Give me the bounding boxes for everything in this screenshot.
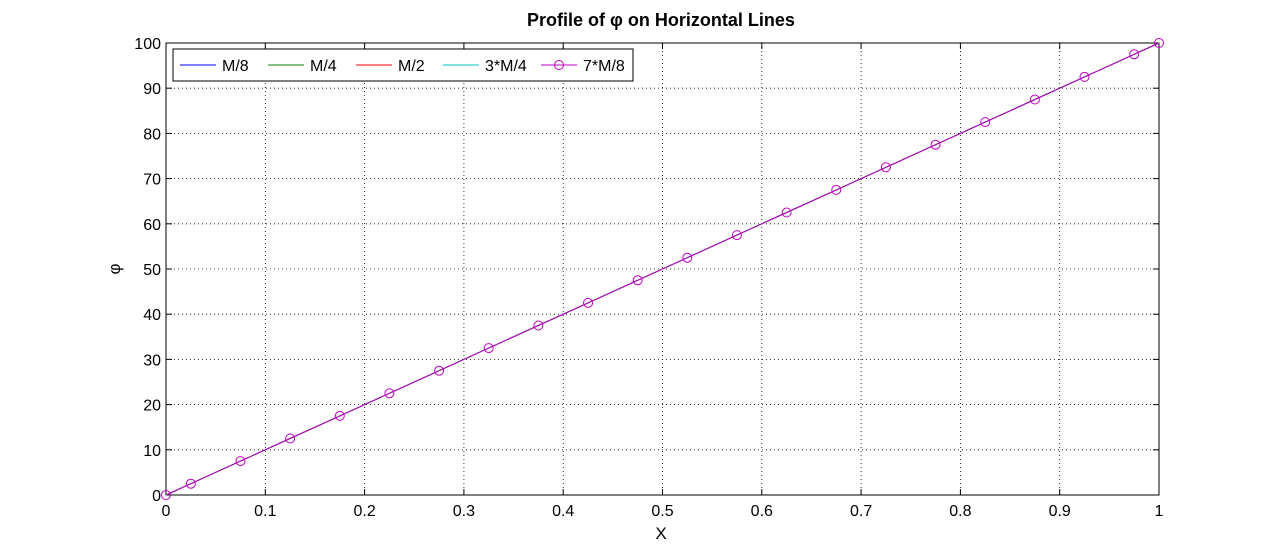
x-tick-label: 0 <box>162 503 171 520</box>
legend-label-3-m-4: 3*M/4 <box>485 58 527 75</box>
data-point <box>731 230 742 241</box>
x-tick-label: 0.6 <box>751 503 773 520</box>
data-point <box>781 207 792 218</box>
legend-marker <box>554 60 564 70</box>
x-tick-label: 0.2 <box>353 503 375 520</box>
data-point <box>831 184 842 195</box>
legend: M/8 M/4 M/2 3*M/4 7*M/8 <box>172 48 634 82</box>
data-point <box>384 388 395 399</box>
x-tick-label: 0.1 <box>254 503 276 520</box>
data-point <box>235 456 246 467</box>
data-point <box>1129 49 1140 60</box>
y-tick-label: 80 <box>143 126 161 143</box>
data-point <box>533 320 544 331</box>
legend-label-m-8: M/8 <box>222 58 249 75</box>
data-point <box>334 410 345 421</box>
data-point <box>632 275 643 286</box>
data-point <box>682 252 693 263</box>
data-point <box>185 478 196 489</box>
x-axis-label: X <box>655 524 666 543</box>
data-point <box>880 162 891 173</box>
data-point <box>1154 38 1164 48</box>
y-tick-label: 0 <box>152 488 161 505</box>
y-tick-label: 70 <box>143 172 161 189</box>
y-tick-label: 100 <box>134 36 161 53</box>
y-tick-label: 20 <box>143 398 161 415</box>
series-line-7-m-8 <box>165 42 1160 496</box>
data-point <box>161 490 171 500</box>
y-axis-label: φ <box>105 263 124 274</box>
data-point <box>980 117 991 128</box>
legend-label-m-4: M/4 <box>310 58 337 75</box>
x-tick-label: 0.9 <box>1049 503 1071 520</box>
y-tick-label: 10 <box>143 443 161 460</box>
x-tick-label: 0.8 <box>949 503 971 520</box>
data-point <box>285 433 296 444</box>
data-point <box>434 365 445 376</box>
y-tick-label: 30 <box>143 352 161 369</box>
legend-label-7-m-8: 7*M/8 <box>583 58 625 75</box>
data-point <box>930 139 941 150</box>
data-point <box>583 297 594 308</box>
legend-label-m-2: M/2 <box>398 58 425 75</box>
data-point <box>1029 94 1040 105</box>
x-tick-label: 1 <box>1155 503 1164 520</box>
x-tick-label: 0.5 <box>651 503 673 520</box>
y-tick-label: 60 <box>143 217 161 234</box>
series-layer <box>161 38 1164 500</box>
x-tick-label: 0.4 <box>552 503 574 520</box>
axis-ticks: 0 0.1 0.2 0.3 0.4 0.5 0.6 0.7 0.8 0.9 101020304050… <box>134 36 1163 520</box>
y-tick-label: 40 <box>143 307 161 324</box>
x-tick-label: 0.7 <box>850 503 872 520</box>
chart-title: Profile of φ on Horizontal Lines <box>527 10 795 30</box>
x-tick-label: 0.3 <box>453 503 475 520</box>
data-point <box>483 343 494 354</box>
data-point <box>1079 71 1090 82</box>
y-tick-label: 50 <box>143 262 161 279</box>
y-tick-label: 90 <box>143 81 161 98</box>
